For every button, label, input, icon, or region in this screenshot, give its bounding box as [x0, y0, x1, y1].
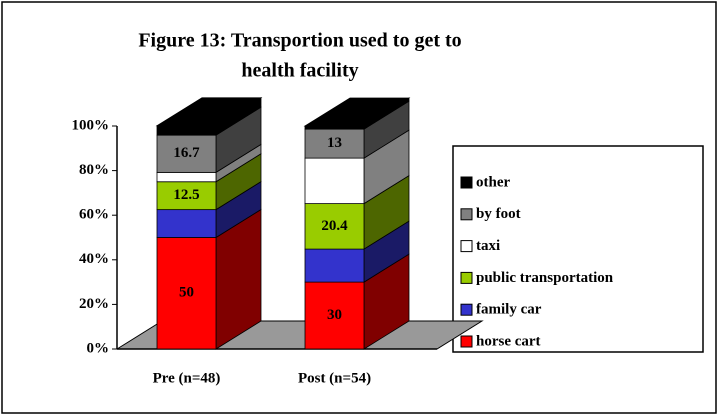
legend-label: taxi [476, 238, 500, 254]
y-tick-label: 100% [72, 117, 110, 133]
legend-label: horse cart [476, 333, 541, 349]
legend-label: other [476, 174, 510, 190]
legend-label: family car [476, 302, 542, 318]
data-label: 12.5 [173, 187, 199, 203]
legend-box [452, 145, 704, 353]
legend-swatch [460, 240, 473, 253]
chart-title: health facility [241, 60, 358, 82]
bar [156, 134, 217, 173]
bar [156, 125, 217, 136]
bar [304, 203, 365, 250]
legend-swatch [460, 271, 473, 284]
y-tick-label: 80% [79, 162, 109, 178]
bar [304, 281, 365, 350]
y-tick-label: 20% [79, 296, 109, 312]
chart-title: Figure 13: Transportion used to get to [138, 30, 461, 52]
y-tick-label: 40% [79, 251, 109, 267]
data-label: 20.4 [321, 218, 348, 234]
legend-label: by foot [476, 206, 521, 222]
data-label: 16.7 [173, 145, 200, 161]
x-tick-label: Pre (n=48) [153, 370, 221, 386]
bar [156, 181, 217, 211]
bar [304, 125, 365, 130]
bar-top [303, 97, 411, 127]
y-tick-label: 60% [79, 207, 109, 223]
data-label: 13 [327, 135, 342, 151]
bar-top [155, 97, 263, 127]
legend-swatch [460, 176, 473, 189]
legend-swatch [460, 303, 473, 316]
data-label: 30 [327, 307, 342, 323]
y-tick-label: 0% [87, 340, 110, 356]
bar [304, 248, 365, 283]
bar [156, 237, 217, 350]
bar [156, 209, 217, 238]
x-tick-label: Post (n=54) [298, 370, 371, 386]
legend-swatch [460, 208, 473, 221]
bar [304, 157, 365, 205]
bar [156, 171, 217, 183]
legend-label: public transportation [476, 270, 614, 286]
data-label: 50 [179, 285, 194, 301]
legend-swatch [460, 335, 473, 348]
